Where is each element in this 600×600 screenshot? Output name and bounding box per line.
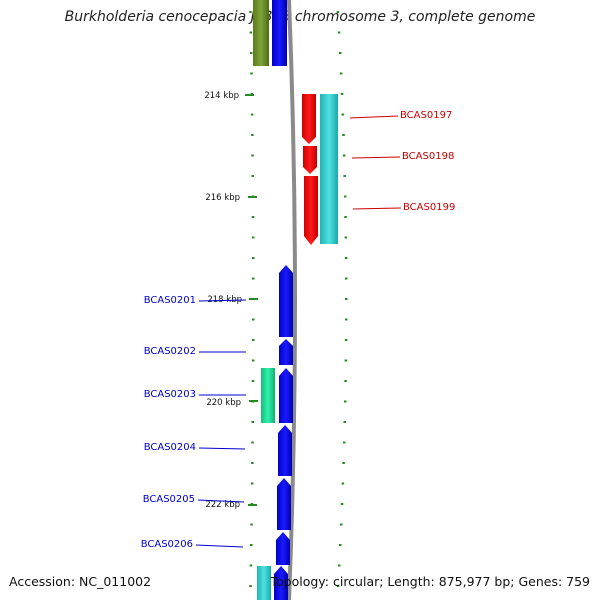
gene-arrow-BCAS0205 — [277, 478, 291, 530]
gene-arrow-BCAS0206 — [276, 532, 290, 565]
gene-arrow-top-forward — [272, 0, 287, 66]
cyan-feature-bottom — [257, 566, 271, 600]
backbone-arc — [287, 0, 297, 600]
scale-label: 216 kbp — [205, 193, 240, 203]
map-title: Burkholderia cenocepacia J2315 chromosom… — [64, 9, 536, 25]
gene-arrow-BCAS0203 — [279, 368, 293, 423]
gene-label: BCAS0197 — [400, 110, 452, 121]
outer-tick-rail — [336, 11, 348, 587]
cyan-feature — [320, 94, 338, 244]
gene-label: BCAS0203 — [144, 389, 196, 400]
gene-label: BCAS0201 — [144, 295, 196, 306]
gene-label: BCAS0206 — [141, 539, 193, 550]
scale-label: 222 kbp — [205, 500, 240, 510]
gene-label: BCAS0198 — [402, 151, 454, 162]
gene-arrow-BCAS0197 — [302, 94, 316, 144]
mint-feature — [261, 368, 275, 423]
label-leaders — [195, 115, 402, 548]
genome-summary-text: Topology: circular; Length: 875,977 bp; … — [270, 574, 591, 589]
scale-label: 220 kbp — [206, 398, 241, 408]
gene-label: BCAS0199 — [403, 202, 455, 213]
gene-arrow-BCAS0199 — [304, 176, 318, 245]
accession-text: Accession: NC_011002 — [9, 574, 152, 589]
gene-arrow-BCAS0201 — [279, 265, 293, 337]
gene-labels: BCAS0197 BCAS0198 BCAS0199 BCAS0201 BCAS… — [141, 110, 456, 550]
gene-label: BCAS0204 — [144, 442, 196, 453]
olive-feature — [253, 0, 269, 66]
scale-label: 214 kbp — [204, 91, 239, 101]
gene-label: BCAS0205 — [143, 494, 195, 505]
gene-arrow-BCAS0204 — [278, 425, 292, 476]
gene-label: BCAS0202 — [144, 346, 196, 357]
gene-arrow-bottom-forward — [274, 566, 288, 600]
gene-arrow-BCAS0198 — [303, 146, 317, 174]
gene-arrow-BCAS0202 — [279, 339, 293, 365]
